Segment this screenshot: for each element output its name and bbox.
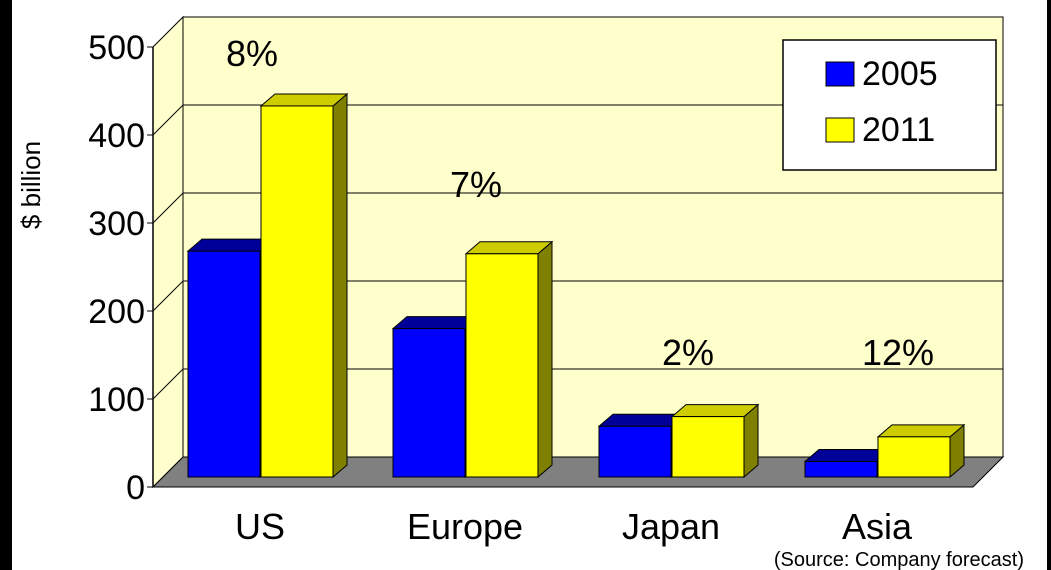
category-label: Japan (622, 506, 720, 547)
bar-front (877, 436, 951, 478)
y-tick-label: 200 (88, 293, 145, 331)
bar-front (187, 250, 261, 478)
x-axis-categories: US Europe Japan Asia (235, 506, 913, 547)
bar-front (392, 328, 466, 478)
gridline-side (152, 280, 184, 312)
bar-front (804, 460, 878, 478)
side-wall (152, 15, 184, 489)
bar-asia-2005 (803, 448, 893, 479)
legend-box (782, 39, 997, 171)
legend-label: 2011 (862, 111, 935, 149)
growth-label: 12% (862, 332, 934, 373)
bar-front (598, 425, 672, 478)
y-axis-label: $ billion (16, 141, 46, 229)
bar-top (670, 404, 760, 418)
bar-top (876, 424, 966, 438)
bar-front (260, 105, 334, 478)
legend-label: 2005 (862, 55, 938, 93)
gridline-side (152, 192, 184, 224)
y-tick-label: 100 (88, 381, 145, 419)
y-axis-ticks: 0 100 200 300 400 500 (88, 29, 154, 507)
legend-swatch (825, 61, 855, 87)
bar-side (743, 403, 759, 479)
growth-label: 2% (662, 332, 714, 373)
gridline-side (152, 368, 184, 400)
floor (151, 456, 1005, 488)
category-label: Asia (842, 506, 913, 547)
bars (186, 92, 966, 479)
y-tick-label: 500 (88, 29, 145, 67)
growth-annotations: 8% 7% 2% 12% (226, 33, 934, 373)
bar-europe-2011 (464, 240, 554, 479)
y-tick-label: 0 (126, 469, 145, 507)
bar-us-2011 (259, 92, 349, 479)
y-tick-label: 300 (88, 205, 145, 243)
bar-japan-2011 (670, 403, 760, 479)
growth-label: 7% (450, 164, 502, 205)
growth-label: 8% (226, 33, 278, 74)
legend-swatch (825, 117, 855, 143)
bar-top (259, 93, 349, 107)
bar-side (332, 92, 348, 479)
bar-top (464, 241, 554, 255)
bar-side (537, 240, 553, 479)
y-tick-label: 400 (88, 117, 145, 155)
gridline-side (152, 104, 184, 136)
bar-front (465, 253, 539, 478)
category-label: US (235, 506, 285, 547)
source-note: (Source: Company forecast) (774, 549, 1024, 570)
bar-front (671, 416, 745, 478)
legend: 2005 2011 (782, 39, 997, 171)
bar-asia-2011 (876, 423, 966, 479)
category-label: Europe (407, 506, 523, 547)
